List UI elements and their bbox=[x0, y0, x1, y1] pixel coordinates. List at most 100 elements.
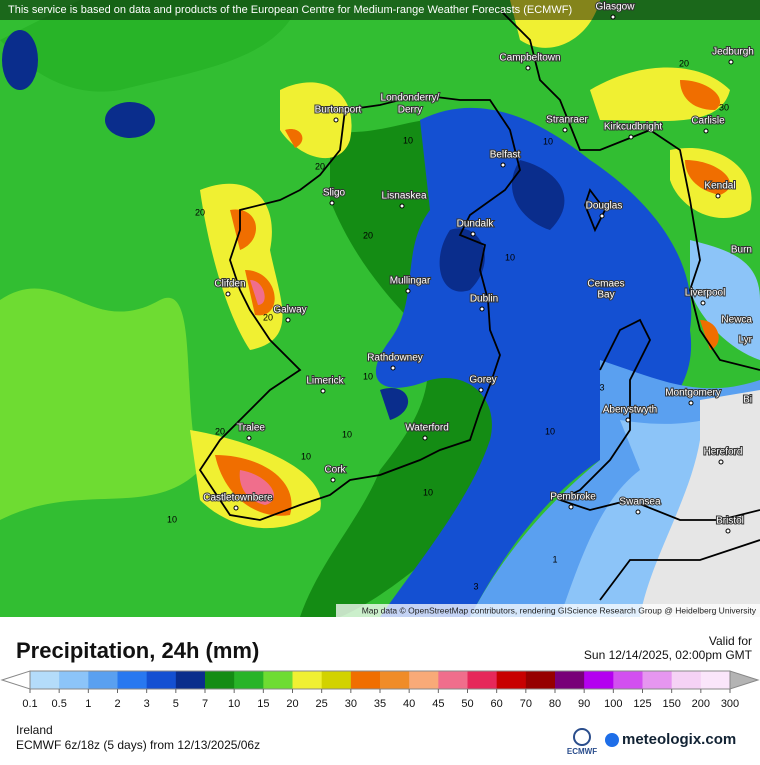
ecmwf-icon bbox=[573, 728, 591, 746]
place-label: Gorey bbox=[469, 375, 496, 386]
place-label: Burtonport bbox=[315, 105, 362, 116]
contour-label: 20 bbox=[315, 161, 325, 171]
legend-swatch bbox=[30, 671, 60, 689]
place-label: Limerick bbox=[306, 376, 344, 387]
place-label: Dundalk bbox=[457, 219, 495, 230]
legend-swatch bbox=[350, 671, 381, 689]
legend-tick-label: 60 bbox=[491, 698, 503, 710]
valid-label: Valid for bbox=[709, 634, 752, 648]
notice: This service is based on data and produc… bbox=[8, 4, 572, 16]
rain-area bbox=[0, 0, 300, 92]
place-label: Kendal bbox=[704, 181, 735, 192]
legend-tick-label: 35 bbox=[374, 698, 386, 710]
place-marker bbox=[599, 213, 605, 219]
place-marker bbox=[320, 388, 326, 394]
rain-area bbox=[215, 80, 731, 516]
contour-label: 10 bbox=[342, 429, 352, 439]
legend-tick-label: 40 bbox=[403, 698, 415, 710]
place-label: Bristol bbox=[716, 516, 744, 527]
legend-swatch bbox=[496, 671, 527, 689]
attribution: Map data © OpenStreetMap contributors, r… bbox=[362, 605, 757, 615]
legend-tick-label: 3 bbox=[144, 698, 150, 710]
legend-swatch bbox=[205, 671, 235, 689]
contour-label: 10 bbox=[167, 514, 177, 524]
place-marker bbox=[479, 306, 485, 312]
legend-tick-label: 100 bbox=[604, 698, 622, 710]
map: This service is based on data and produc… bbox=[0, 0, 760, 618]
legend-tick-label: 25 bbox=[316, 698, 328, 710]
place-marker bbox=[225, 291, 231, 297]
legend-tick-label: 30 bbox=[345, 698, 357, 710]
place-marker bbox=[422, 435, 428, 441]
rain-area bbox=[105, 102, 155, 138]
place-label: Cemaes bbox=[587, 279, 624, 290]
legend-title: Precipitation, 24h (mm) bbox=[16, 638, 259, 663]
legend-tick-label: 0.1 bbox=[22, 698, 37, 710]
legend-swatch bbox=[263, 671, 293, 689]
place-label: Rathdowney bbox=[367, 353, 423, 364]
legend-tick-label: 2 bbox=[114, 698, 120, 710]
rain-area bbox=[190, 0, 752, 529]
place-marker bbox=[333, 117, 339, 123]
place-marker bbox=[715, 193, 721, 199]
rain-area bbox=[380, 160, 565, 420]
contour-label: 10 bbox=[423, 487, 433, 497]
place-marker bbox=[718, 459, 724, 465]
place-label: Bi bbox=[743, 395, 752, 406]
place-label: Lisnaskea bbox=[381, 191, 426, 202]
place-marker bbox=[500, 162, 506, 168]
legend-swatch bbox=[613, 671, 643, 689]
place-label: Jedburgh bbox=[712, 47, 754, 58]
place-marker bbox=[246, 435, 252, 441]
model-run: ECMWF 6z/18z (5 days) from 12/13/2025/06… bbox=[16, 738, 260, 752]
place-label: Burn bbox=[731, 245, 752, 256]
legend-swatch bbox=[59, 671, 89, 689]
legend-swatch bbox=[321, 671, 352, 689]
place-label: Liverpool bbox=[685, 288, 726, 299]
legend-swatch bbox=[642, 671, 673, 689]
legend-tick-label: 5 bbox=[173, 698, 179, 710]
place-label: Bay bbox=[597, 290, 614, 301]
legend: 0.1 0.5 1 2 3 5 7 10 15 20 25 30 35 40 45 50 60 70 80 90 100… bbox=[22, 670, 739, 710]
region: Ireland bbox=[16, 723, 53, 737]
legend-tick-label: 125 bbox=[633, 698, 651, 710]
place-marker bbox=[390, 365, 396, 371]
brand: meteologix.com bbox=[622, 731, 736, 748]
legend-swatch bbox=[555, 671, 585, 689]
place-label: Douglas bbox=[586, 201, 623, 212]
place-marker bbox=[405, 288, 411, 294]
place-marker bbox=[478, 387, 484, 393]
contour-label: 10 bbox=[545, 426, 555, 436]
place-marker bbox=[635, 509, 641, 515]
place-label: Aberystwyth bbox=[603, 405, 657, 416]
place-marker bbox=[285, 317, 291, 323]
place-label: Lyr bbox=[738, 335, 752, 346]
place-label: Carlisle bbox=[691, 116, 725, 127]
place-label: Belfast bbox=[490, 150, 521, 161]
attribution-bg bbox=[336, 604, 760, 617]
place-label: Newca bbox=[721, 315, 752, 326]
contour-label: 30 bbox=[719, 102, 729, 112]
place-marker bbox=[233, 505, 239, 511]
legend-swatch bbox=[146, 671, 177, 689]
place-marker bbox=[562, 127, 568, 133]
legend-tick-label: 1 bbox=[85, 698, 91, 710]
legend-swatch bbox=[584, 671, 614, 689]
legend-tick-label: 200 bbox=[692, 698, 710, 710]
place-marker bbox=[703, 128, 709, 134]
legend-swatch bbox=[292, 671, 323, 689]
legend-swatch bbox=[380, 671, 410, 689]
legend-swatch bbox=[175, 671, 206, 689]
legend-tick-label: 10 bbox=[228, 698, 240, 710]
contour-label: 10 bbox=[301, 451, 311, 461]
place-label: Derry bbox=[398, 105, 422, 116]
place-marker bbox=[525, 65, 531, 71]
contour-label: 3 bbox=[599, 382, 604, 392]
coastline bbox=[198, 94, 521, 521]
legend-swatch bbox=[700, 671, 731, 689]
place-marker bbox=[725, 528, 731, 534]
legend-swatch bbox=[438, 671, 468, 689]
notice-bar bbox=[0, 0, 760, 20]
place-marker bbox=[728, 59, 734, 65]
